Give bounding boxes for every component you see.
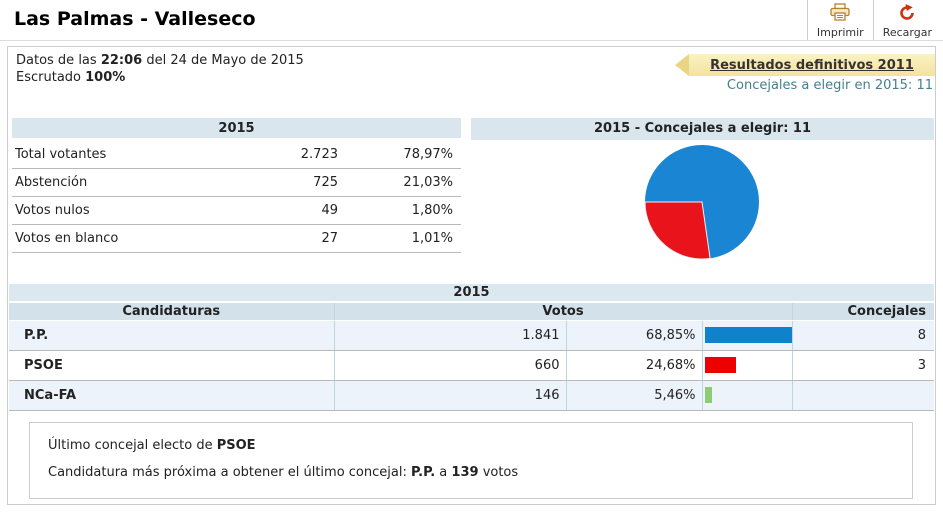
reload-button-label: Recargar [882, 26, 932, 39]
closest-candidacy-note: Candidatura más próxima a obtener el últ… [48, 465, 519, 480]
column-header-candidaturas: Candidaturas [9, 302, 334, 321]
main-container: Datos de las 22:06 del 24 de Mayo de 201… [7, 46, 936, 505]
printer-icon [829, 3, 851, 24]
pie-chart [644, 145, 759, 260]
closest-party: P.P. [410, 465, 436, 480]
reload-icon [898, 3, 916, 24]
status-block: Datos de las 22:06 del 24 de Mayo de 201… [16, 52, 304, 86]
top-actions: Imprimir Recargar [806, 0, 941, 40]
results-column-header-row: Candidaturas Votos Concejales [9, 302, 935, 321]
results-table: 2015 Candidaturas Votos Concejales P.P. … [9, 284, 935, 411]
seats-pie-panel: 2015 - Concejales a elegir: 11 [471, 118, 934, 270]
last-councillor-note: Último concejal electo de PSOE [48, 438, 256, 453]
party-name: P.P. [9, 320, 334, 351]
table-row: Total votantes 2.723 78,97% [12, 140, 461, 169]
table-row: NCa-FA 146 5,46% [9, 380, 935, 411]
summary-table: 2015 Total votantes 2.723 78,97% Abstenc… [12, 118, 461, 253]
page-title: Las Palmas - Valleseco [14, 8, 256, 30]
summary-table-header: 2015 [12, 118, 461, 142]
data-time: 22:06 [100, 53, 143, 68]
print-button[interactable]: Imprimir [806, 0, 873, 40]
table-row: Votos en blanco 27 1,01% [12, 224, 461, 253]
table-row: Abstención 725 21,03% [12, 168, 461, 197]
table-row: P.P. 1.841 68,85% 8 [9, 320, 935, 351]
vote-bar-psoe [704, 357, 737, 373]
note-box: Último concejal electo de PSOE Candidatu… [29, 422, 913, 499]
party-name: PSOE [9, 350, 334, 381]
print-button-label: Imprimir [816, 26, 864, 39]
definitive-results-link[interactable]: Resultados definitivos 2011 [710, 57, 914, 73]
reload-button[interactable]: Recargar [872, 0, 941, 40]
councillors-to-elect-note: Concejales a elegir en 2015: 11 [726, 78, 933, 93]
column-header-concejales: Concejales [791, 302, 935, 321]
scrutiny-percent: 100% [85, 70, 126, 85]
pie-panel-header: 2015 - Concejales a elegir: 11 [471, 118, 934, 140]
votes-needed: 139 [451, 465, 479, 480]
party-name: NCa-FA [9, 380, 334, 411]
column-header-votos: Votos [333, 302, 792, 321]
table-row: Votos nulos 49 1,80% [12, 196, 461, 225]
definitive-results-ribbon: Resultados definitivos 2011 [675, 54, 935, 76]
pie-slice-psoe [644, 201, 711, 260]
data-timestamp-line: Datos de las 22:06 del 24 de Mayo de 201… [16, 53, 304, 68]
table-row: PSOE 660 24,68% 3 [9, 350, 935, 381]
last-councillor-party: PSOE [216, 438, 256, 453]
scrutiny-line: Escrutado 100% [16, 70, 126, 85]
results-year-header: 2015 [9, 284, 935, 303]
topbar: Las Palmas - Valleseco Imprimir [0, 0, 943, 41]
vote-bar-pp [704, 327, 793, 343]
vote-bar-nca-fa [704, 387, 712, 403]
